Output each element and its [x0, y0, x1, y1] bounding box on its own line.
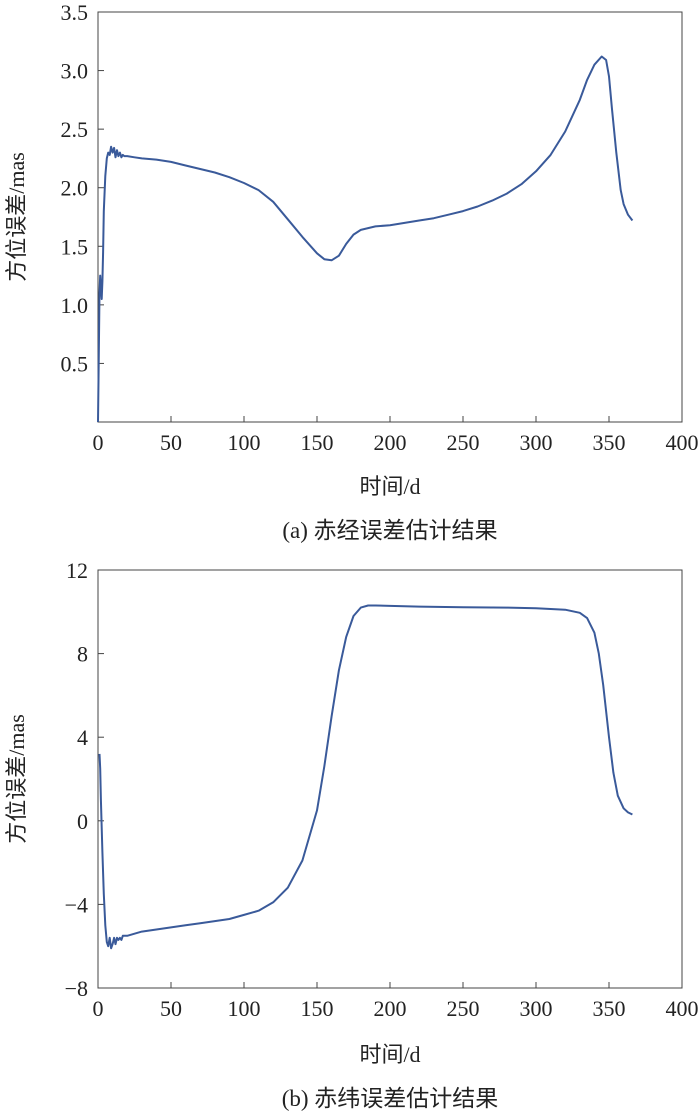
x-tick-label: 50 — [160, 430, 182, 455]
y-tick-label: −4 — [65, 892, 88, 917]
panel-b-x-axis-title: 时间/d — [359, 1042, 420, 1067]
x-tick-label: 250 — [447, 996, 480, 1021]
x-tick-label: 150 — [301, 996, 334, 1021]
y-tick-label: 0.5 — [61, 351, 89, 376]
x-tick-label: 300 — [520, 430, 553, 455]
y-tick-label: 2.5 — [61, 117, 89, 142]
y-tick-label: 12 — [66, 558, 88, 583]
y-tick-label: 4 — [77, 725, 88, 750]
panel-a-x-axis-title: 时间/d — [359, 474, 420, 499]
panel-b-x-ticks: 0 50 100 150 200 250 300 350 400 — [93, 982, 699, 1021]
panel-a-plot-frame — [97, 11, 683, 423]
x-tick-label: 350 — [593, 996, 626, 1021]
panel-b-y-axis-title: 方位误差/mas — [4, 714, 29, 844]
y-tick-label: 1.0 — [61, 293, 89, 318]
y-tick-label: 2.0 — [61, 176, 89, 201]
y-tick-label: 3.5 — [61, 0, 89, 25]
y-tick-label: −8 — [65, 976, 88, 1001]
y-tick-label: 1.5 — [61, 234, 89, 259]
x-tick-label: 150 — [301, 430, 334, 455]
panel-b-series-line — [98, 604, 633, 950]
panel-a: 0 50 100 150 200 250 300 350 400 0.5 1.0 1.5 2.0 2.5… — [4, 0, 699, 543]
x-tick-label: 100 — [228, 996, 261, 1021]
x-tick-label: 400 — [666, 996, 699, 1021]
x-tick-label: 200 — [374, 996, 407, 1021]
panel-b-y-ticks: −8 −4 0 4 8 12 — [65, 558, 104, 1001]
x-tick-label: 100 — [228, 430, 261, 455]
y-tick-label: 8 — [77, 642, 88, 667]
panel-a-y-axis-title: 方位误差/mas — [4, 152, 29, 282]
x-tick-label: 0 — [93, 430, 104, 455]
x-tick-label: 50 — [160, 996, 182, 1021]
panel-b-caption: (b) 赤纬误差估计结果 — [282, 1086, 499, 1111]
x-tick-label: 0 — [93, 996, 104, 1021]
panel-a-y-ticks: 0.5 1.0 1.5 2.0 2.5 3.0 3.5 — [61, 0, 104, 376]
x-tick-label: 300 — [520, 996, 553, 1021]
y-tick-label: 0 — [77, 809, 88, 834]
y-tick-label: 3.0 — [61, 59, 89, 84]
panel-a-x-ticks: 0 50 100 150 200 250 300 350 400 — [93, 416, 699, 455]
x-tick-label: 350 — [593, 430, 626, 455]
panel-a-series-line — [97, 55, 634, 423]
x-tick-label: 400 — [666, 430, 699, 455]
x-tick-label: 250 — [447, 430, 480, 455]
x-tick-label: 200 — [374, 430, 407, 455]
panel-a-caption: (a) 赤经误差估计结果 — [282, 518, 497, 543]
